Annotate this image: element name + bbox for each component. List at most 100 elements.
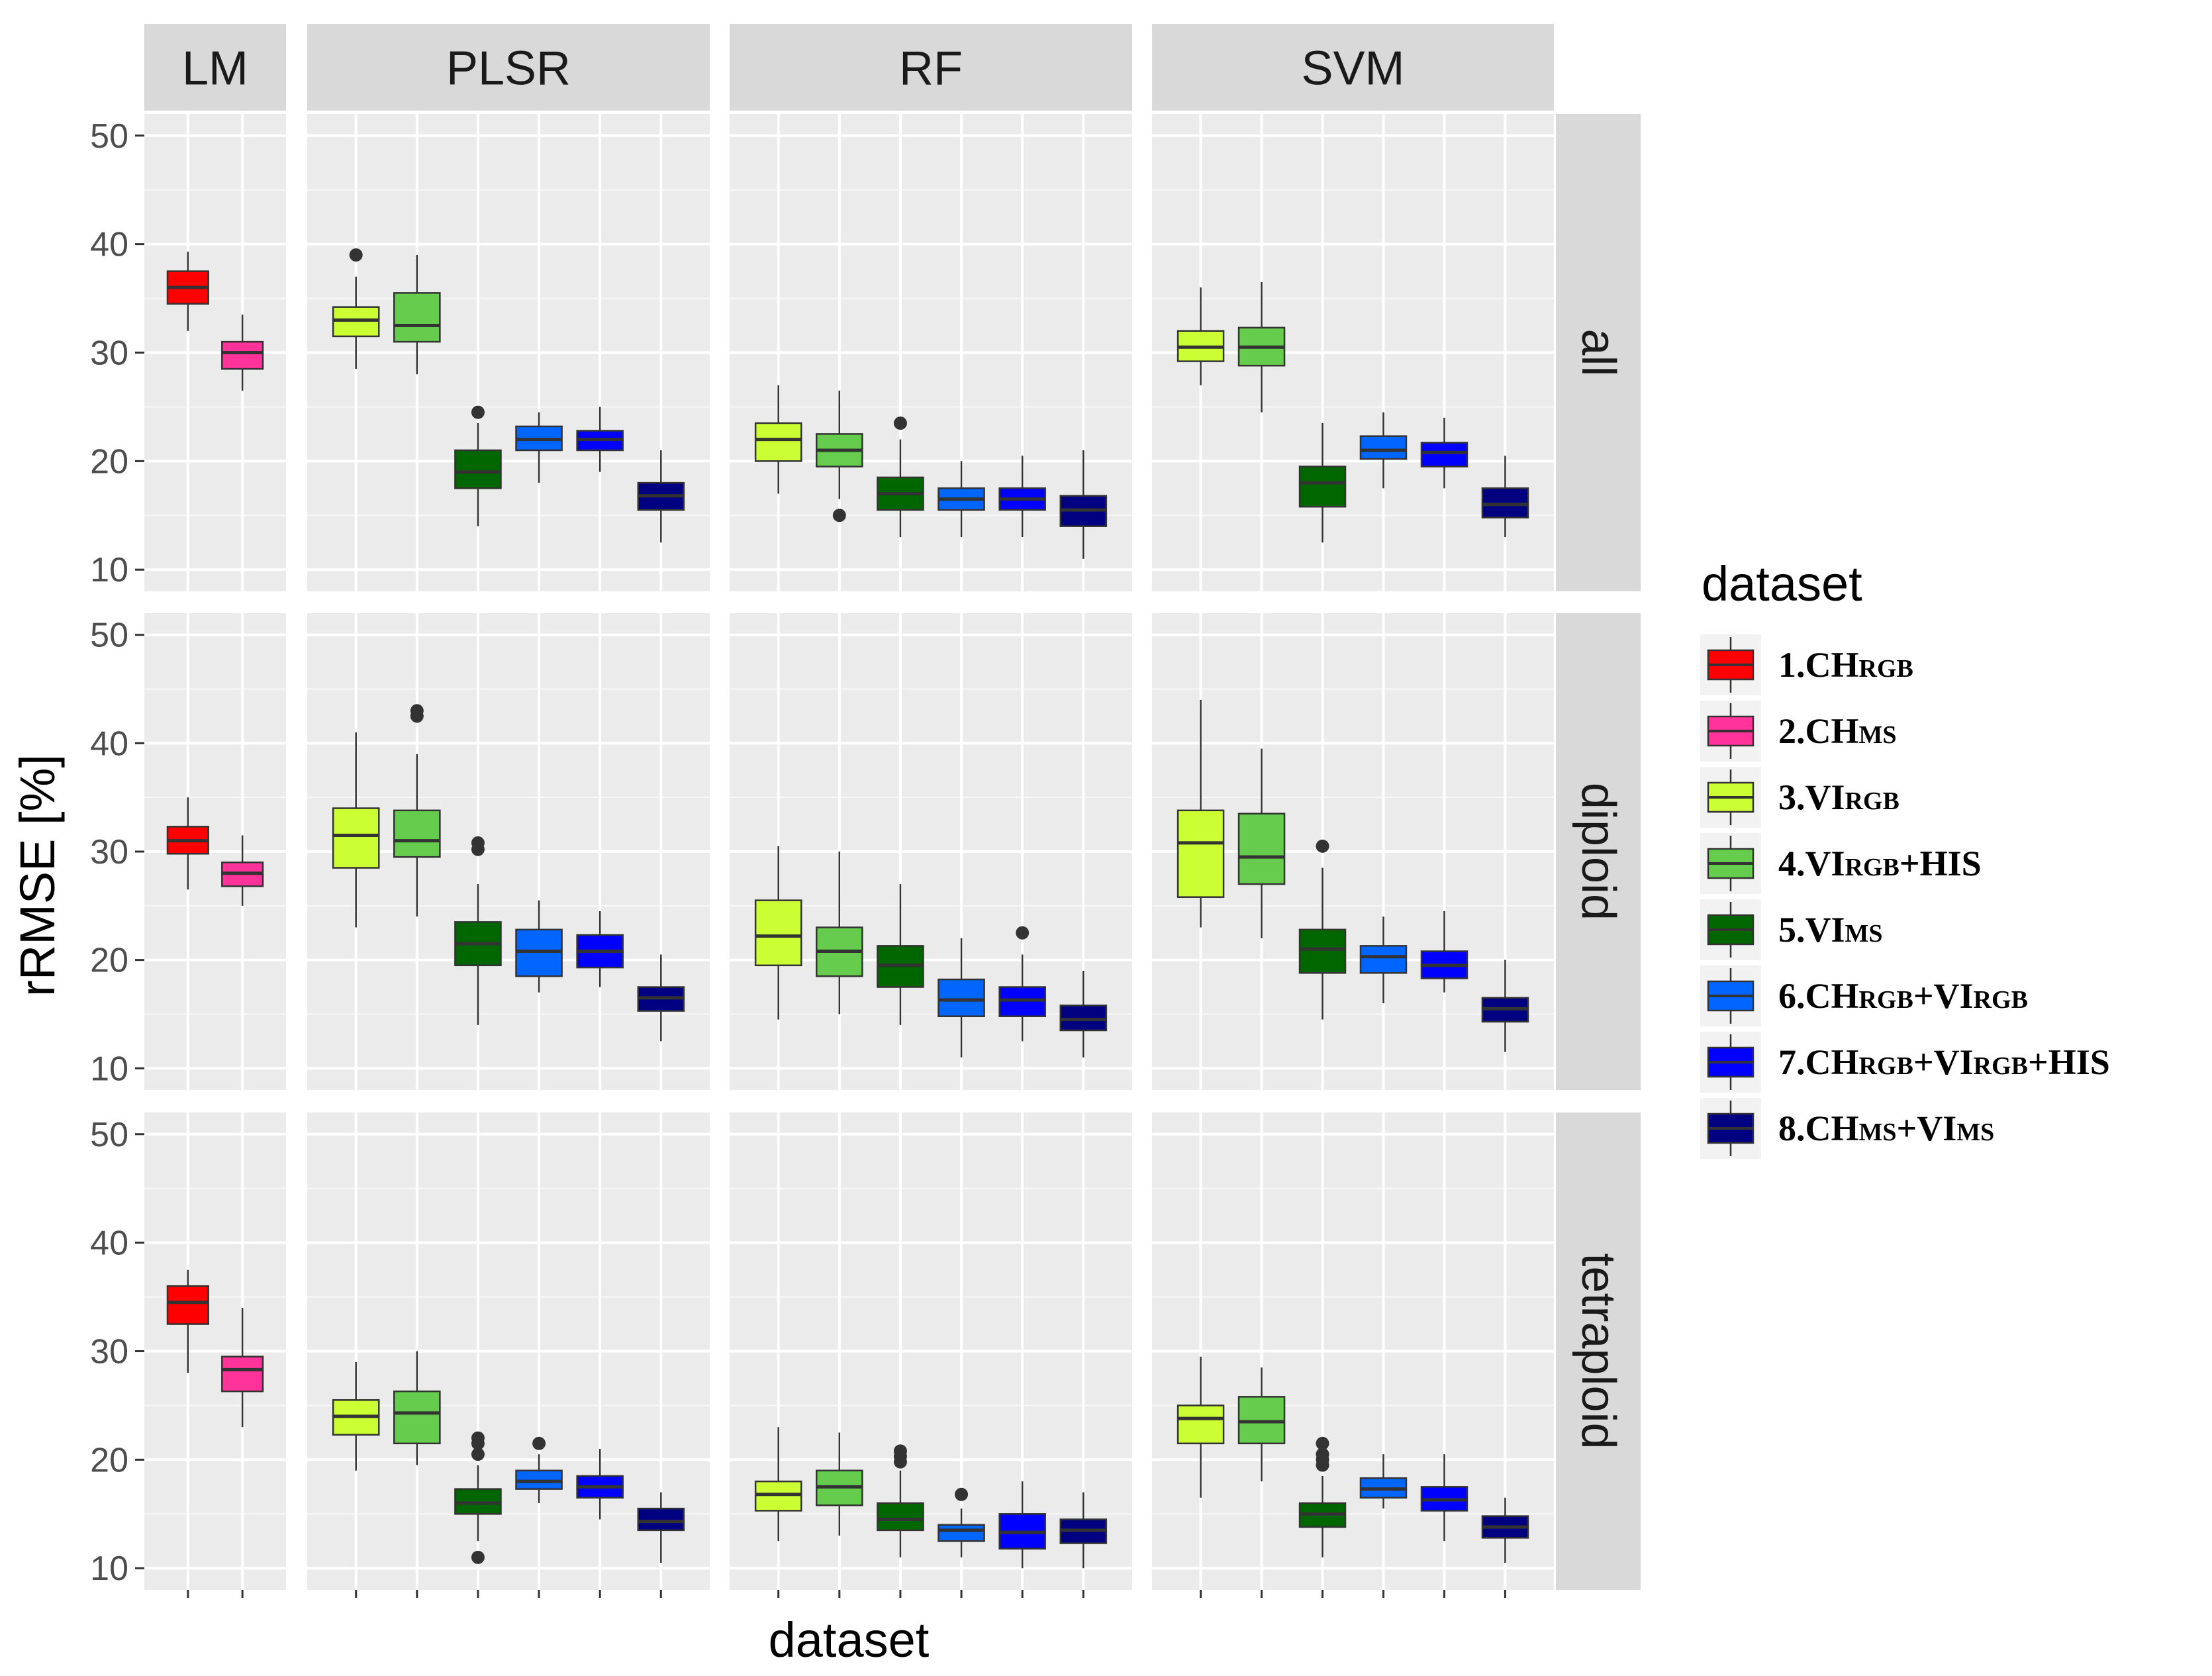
legend-item-5: 5.VIMS [1700,899,1883,960]
legend: dataset 1.CHRGB 2.CHMS 3.VIRGB 4.VIRGB+HIS 5… [1700,556,2110,1159]
outlier-point [893,1444,907,1458]
box-iqr [1420,442,1468,468]
box-series-8 [1059,971,1108,1058]
y-tick-label: 20 [90,442,128,481]
box-series-4 [393,255,441,375]
box-series-4 [816,852,863,1014]
panel-tetraploid-PLSR [307,1112,710,1590]
box-series-7 [998,456,1046,538]
box-iqr [938,978,985,1017]
box-iqr [166,1285,209,1325]
row-strip-label: all [1572,328,1625,376]
box-series-4 [1237,281,1286,413]
col-strip-PLSR [307,24,710,111]
legend-item-7: 7.CHRGB+VIRGB+HIS [1700,1032,2110,1093]
col-strip-label: PLSR [446,42,571,95]
panel-tetraploid-SVM [1152,1112,1554,1590]
panel-diploid-SVM [1152,613,1554,1090]
panel-all-RF [730,114,1132,591]
box-iqr [938,1524,985,1542]
box-series-3 [1177,1356,1225,1498]
box-series-3 [754,846,802,1020]
legend-item-6: 6.CHRGB+VIRGB [1700,965,2028,1026]
outlier-point [471,405,485,419]
legend-item-1: 1.CHRGB [1700,634,1913,695]
box-iqr [1359,435,1408,460]
box-series-8 [1481,960,1529,1052]
panel-tetraploid-RF [730,1112,1132,1590]
box-series-3 [332,248,380,370]
box-series-6 [938,461,985,538]
box-series-4 [816,1432,863,1536]
outlier-point [471,836,485,850]
box-series-6 [1359,412,1408,489]
x-axis-title: dataset [769,1612,930,1667]
outlier-point [349,248,363,262]
facet-strips: all diploid tetraploid LM PLSR RF SVM [144,24,1641,1590]
box-iqr [393,292,441,343]
box-series-3 [332,732,380,928]
box-series-6 [515,412,563,483]
box-series-3 [332,1361,380,1471]
box-series-6 [515,1436,563,1503]
box-series-5 [877,1444,924,1557]
outlier-point [471,1431,485,1445]
box-series-6 [938,1487,985,1557]
box-series-7 [576,407,624,472]
box-series-8 [637,954,685,1042]
box-series-4 [393,1351,441,1465]
row-strip-all [1556,114,1641,591]
box-series-7 [576,911,624,987]
box-series-6 [1359,916,1408,1004]
box-iqr [1298,466,1347,508]
box-series-7 [998,926,1046,1042]
col-strip-SVM [1152,24,1554,111]
legend-item-3: 3.VIRGB [1700,767,1899,828]
y-tick-label: 30 [90,833,128,871]
col-strip-label: RF [899,42,963,95]
box-series-4 [1237,1367,1286,1482]
box-series-3 [754,385,802,494]
box-series-3 [754,1427,802,1542]
panel-all-PLSR [307,114,710,591]
y-tick-label: 30 [90,1333,128,1371]
y-tick-label: 50 [90,616,128,655]
legend-label: 3.VIRGB [1778,777,1899,817]
box-series-8 [637,450,685,543]
col-strip-label: LM [182,42,248,95]
y-tick-label: 10 [90,1050,128,1088]
box-iqr [454,449,502,489]
box-series-7 [576,1448,624,1520]
row-strip-label: diploid [1572,783,1625,920]
y-tick-label: 30 [90,334,128,373]
outlier-point [1016,926,1030,940]
box-series-4 [816,390,863,522]
box-series-5 [454,405,502,526]
box-iqr [1359,945,1408,974]
box-series-2 [221,1307,264,1428]
panel-diploid-LM [144,613,286,1090]
box-series-8 [1481,456,1529,538]
box-iqr [332,807,380,869]
y-tick-label: 40 [90,226,128,264]
y-tick-label: 40 [90,724,128,763]
box-series-1 [166,1269,209,1373]
box-series-4 [393,704,441,917]
y-axes: 10 20 30 40 50 10 20 30 40 50 10 20 30 40 50 [90,117,1506,1598]
legend-label: 5.VIMS [1778,910,1883,950]
legend-item-2: 2.CHMS [1700,701,1897,762]
legend-label: 2.CHMS [1778,711,1897,751]
box-series-7 [1420,1454,1468,1542]
outlier-point [1316,1448,1329,1461]
legend-label: 1.CHRGB [1778,645,1913,685]
box-series-3 [1177,699,1225,928]
box-series-5 [1298,1436,1347,1557]
box-series-6 [938,938,985,1058]
outlier-point [1316,839,1329,853]
outlier-point [471,1550,485,1564]
box-iqr [221,1356,264,1393]
legend-label: 4.VIRGB+HIS [1778,844,1982,883]
y-tick-label: 50 [90,1116,128,1154]
outlier-point [832,509,846,522]
box-iqr [221,340,264,370]
